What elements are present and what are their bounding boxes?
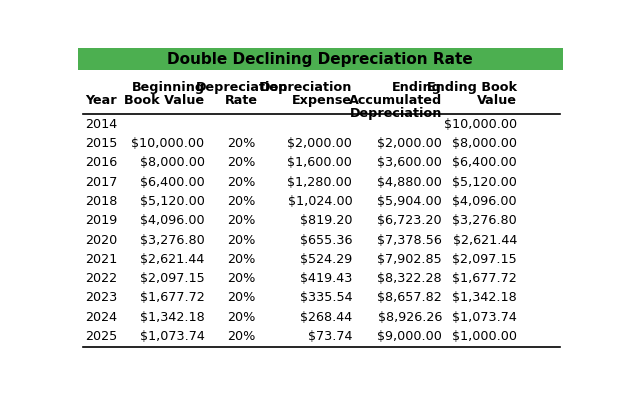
Text: 20%: 20% [228, 291, 256, 305]
Text: 20%: 20% [228, 176, 256, 189]
Text: Depreciation: Depreciation [260, 81, 352, 94]
Text: $819.20: $819.20 [300, 214, 352, 227]
Text: 2020: 2020 [85, 234, 117, 246]
Text: $1,677.72: $1,677.72 [452, 272, 517, 285]
Text: $10,000.00: $10,000.00 [131, 137, 204, 150]
Text: Rate: Rate [225, 94, 258, 107]
Text: $1,342.18: $1,342.18 [452, 291, 517, 305]
Text: 2014: 2014 [85, 118, 117, 131]
Text: Accumulated: Accumulated [349, 94, 442, 107]
Text: $4,096.00: $4,096.00 [140, 214, 204, 227]
Text: $1,342.18: $1,342.18 [140, 311, 204, 324]
Text: Year: Year [85, 94, 116, 107]
Text: 20%: 20% [228, 137, 256, 150]
Text: $268.44: $268.44 [300, 311, 352, 324]
Text: Depreciation: Depreciation [349, 107, 442, 120]
Text: $655.36: $655.36 [300, 234, 352, 246]
Text: 2015: 2015 [85, 137, 118, 150]
Text: $1,073.74: $1,073.74 [452, 311, 517, 324]
Text: $8,000.00: $8,000.00 [452, 137, 517, 150]
Text: $419.43: $419.43 [300, 272, 352, 285]
Text: 2024: 2024 [85, 311, 117, 324]
Text: $1,677.72: $1,677.72 [140, 291, 204, 305]
Text: Beginning: Beginning [131, 81, 204, 94]
Text: $73.74: $73.74 [308, 330, 352, 343]
Text: $3,276.80: $3,276.80 [140, 234, 204, 246]
Text: 20%: 20% [228, 253, 256, 266]
Text: 20%: 20% [228, 214, 256, 227]
Text: $3,600.00: $3,600.00 [377, 156, 442, 169]
Text: 2021: 2021 [85, 253, 117, 266]
Text: 20%: 20% [228, 272, 256, 285]
Text: $5,120.00: $5,120.00 [139, 195, 204, 208]
Text: $335.54: $335.54 [299, 291, 352, 305]
Text: $2,621.44: $2,621.44 [140, 253, 204, 266]
Text: 20%: 20% [228, 330, 256, 343]
Text: 20%: 20% [228, 234, 256, 246]
Text: $10,000.00: $10,000.00 [444, 118, 517, 131]
Text: Depreciation: Depreciation [196, 81, 288, 94]
Text: 2017: 2017 [85, 176, 118, 189]
Text: $8,657.82: $8,657.82 [377, 291, 442, 305]
Text: Book Value: Book Value [124, 94, 204, 107]
Text: Ending: Ending [392, 81, 442, 94]
Text: $1,073.74: $1,073.74 [139, 330, 204, 343]
Text: $2,097.15: $2,097.15 [452, 253, 517, 266]
Text: $2,621.44: $2,621.44 [452, 234, 517, 246]
FancyBboxPatch shape [78, 48, 562, 69]
Text: $7,378.56: $7,378.56 [377, 234, 442, 246]
Text: 2022: 2022 [85, 272, 117, 285]
Text: $2,000.00: $2,000.00 [288, 137, 352, 150]
Text: $1,024.00: $1,024.00 [288, 195, 352, 208]
Text: $4,880.00: $4,880.00 [377, 176, 442, 189]
Text: $5,904.00: $5,904.00 [377, 195, 442, 208]
Text: $4,096.00: $4,096.00 [452, 195, 517, 208]
Text: Value: Value [477, 94, 517, 107]
Text: 2023: 2023 [85, 291, 117, 305]
Text: 2025: 2025 [85, 330, 117, 343]
Text: $1,000.00: $1,000.00 [452, 330, 517, 343]
Text: $6,400.00: $6,400.00 [452, 156, 517, 169]
Text: $8,926.26: $8,926.26 [378, 311, 442, 324]
Text: Double Declining Depreciation Rate: Double Declining Depreciation Rate [168, 52, 473, 67]
Text: 20%: 20% [228, 311, 256, 324]
Text: $8,000.00: $8,000.00 [139, 156, 204, 169]
Text: Ending Book: Ending Book [427, 81, 517, 94]
Text: Expense: Expense [292, 94, 352, 107]
Text: 20%: 20% [228, 195, 256, 208]
Text: $2,000.00: $2,000.00 [377, 137, 442, 150]
Text: $8,322.28: $8,322.28 [378, 272, 442, 285]
Text: $6,400.00: $6,400.00 [140, 176, 204, 189]
Text: $6,723.20: $6,723.20 [378, 214, 442, 227]
Text: $5,120.00: $5,120.00 [452, 176, 517, 189]
Text: $1,280.00: $1,280.00 [288, 176, 352, 189]
Text: 2016: 2016 [85, 156, 117, 169]
Text: $7,902.85: $7,902.85 [377, 253, 442, 266]
Text: $9,000.00: $9,000.00 [377, 330, 442, 343]
Text: $524.29: $524.29 [300, 253, 352, 266]
Text: $2,097.15: $2,097.15 [140, 272, 204, 285]
Text: 20%: 20% [228, 156, 256, 169]
Text: $1,600.00: $1,600.00 [288, 156, 352, 169]
Text: 2018: 2018 [85, 195, 118, 208]
Text: 2019: 2019 [85, 214, 117, 227]
Text: $3,276.80: $3,276.80 [452, 214, 517, 227]
